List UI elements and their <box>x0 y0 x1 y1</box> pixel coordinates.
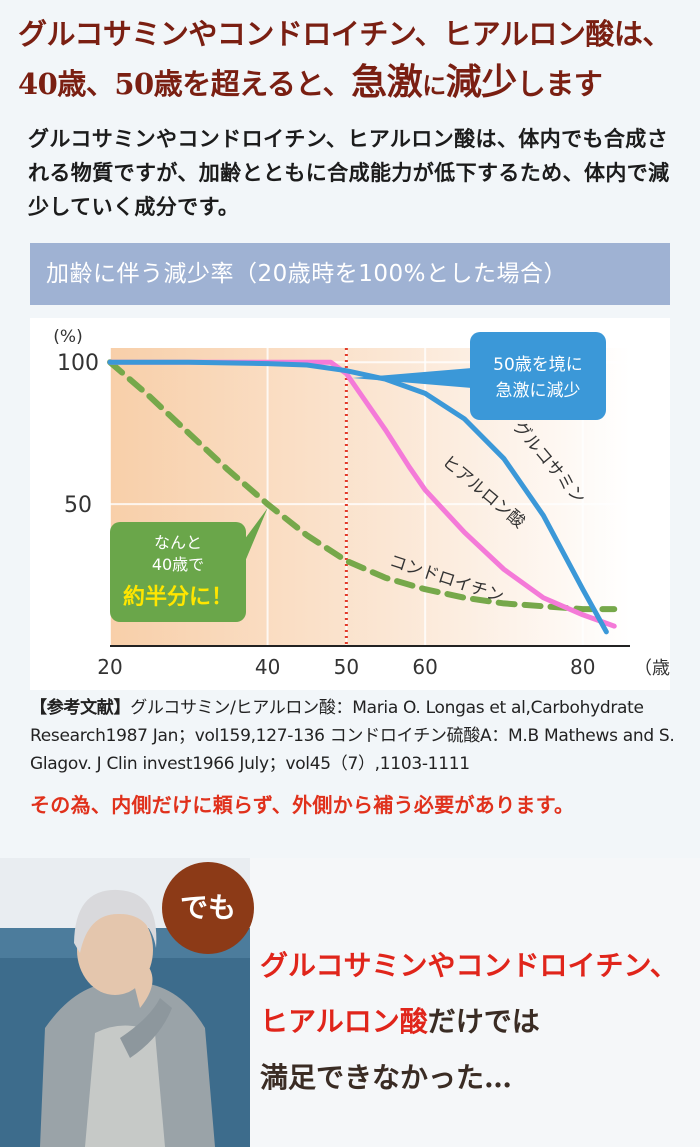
headline-line1: グルコサミンやコンドロイチン、ヒアルロン酸は、 <box>18 17 671 51</box>
blue-callout-line2: 急激に減少 <box>496 381 581 401</box>
headline-line2: 40歳、50歳を超えると、急激に減少します <box>18 61 603 103</box>
quote-line2: ヒアルロン酸だけでは <box>260 1005 540 1038</box>
series-line-0 <box>107 359 609 635</box>
testimonial-quote: グルコサミンやコンドロイチン、 ヒアルロン酸だけでは 満足できなかった… <box>260 938 690 1106</box>
x-tick-label: 50 <box>334 655 359 679</box>
y-tick-label: 50 <box>64 493 92 518</box>
blue-callout-pointer <box>352 368 472 388</box>
x-tick-label: 20 <box>97 655 122 679</box>
green-callout-box <box>110 522 246 622</box>
blue-callout-line1: 50歳を境に <box>493 355 583 375</box>
x-tick-label: 40 <box>255 655 280 679</box>
x-tick-label: 80 <box>570 655 595 679</box>
green-callout-line1: なんと <box>154 533 202 552</box>
series-line-2 <box>107 359 618 613</box>
x-tick-label: 60 <box>412 655 437 679</box>
quote-line1: グルコサミンやコンドロイチン、 <box>260 949 678 982</box>
chart-title: 加齢に伴う減少率（20歳時を100%とした場合） <box>30 243 670 305</box>
y-axis-label: (%) <box>53 327 82 347</box>
green-callout-line2: 40歳で <box>152 555 204 574</box>
x-axis-unit: （歳） <box>634 658 670 679</box>
intro-text: グルコサミンやコンドロイチン、ヒアルロン酸は、体内でも合成される物質ですが、加齢… <box>28 127 670 219</box>
y-tick-label: 100 <box>57 351 99 376</box>
references-label: 【参考文献】 <box>30 698 131 718</box>
green-callout-pointer <box>244 508 268 564</box>
green-callout-line3: 約半分に！ <box>123 584 233 610</box>
references-text: グルコサミン/ヒアルロン酸：Maria O. Longas et al,Carb… <box>30 698 675 774</box>
warning-text: その為、内側だけに頼らず、外側から補う必要があります。 <box>30 793 575 817</box>
headline: グルコサミンやコンドロイチン、ヒアルロン酸は、 40歳、50歳を超えると、急激に… <box>18 10 688 110</box>
blue-callout-box <box>470 332 606 420</box>
quote-line3: 満足できなかった… <box>260 1061 513 1094</box>
demo-badge: でも <box>162 862 254 954</box>
references: 【参考文献】グルコサミン/ヒアルロン酸：Maria O. Longas et a… <box>30 694 680 778</box>
